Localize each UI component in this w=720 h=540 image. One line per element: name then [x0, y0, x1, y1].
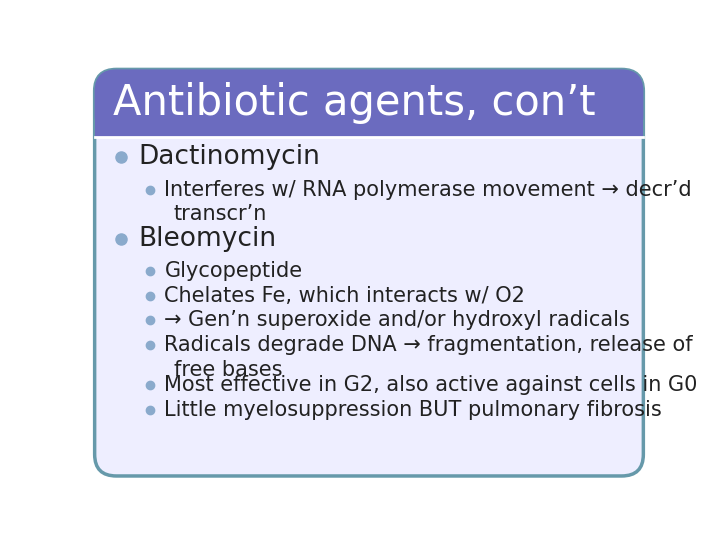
- Text: Most effective in G2, also active against cells in G0: Most effective in G2, also active agains…: [164, 375, 698, 395]
- Text: free bases: free bases: [174, 360, 282, 380]
- Text: Bleomycin: Bleomycin: [138, 226, 276, 252]
- Text: → Gen’n superoxide and/or hydroxyl radicals: → Gen’n superoxide and/or hydroxyl radic…: [164, 310, 630, 330]
- Text: Radicals degrade DNA → fragmentation, release of: Radicals degrade DNA → fragmentation, re…: [164, 335, 693, 355]
- Text: Glycopeptide: Glycopeptide: [164, 261, 302, 281]
- Text: Dactinomycin: Dactinomycin: [138, 144, 320, 170]
- Text: Interferes w/ RNA polymerase movement → decr’d: Interferes w/ RNA polymerase movement → …: [164, 179, 692, 200]
- Text: Chelates Fe, which interacts w/ O2: Chelates Fe, which interacts w/ O2: [164, 286, 526, 306]
- Text: Antibiotic agents, con’t: Antibiotic agents, con’t: [113, 82, 596, 124]
- Text: transcr’n: transcr’n: [174, 204, 267, 224]
- Text: Little myelosuppression BUT pulmonary fibrosis: Little myelosuppression BUT pulmonary fi…: [164, 400, 662, 420]
- FancyBboxPatch shape: [94, 70, 644, 137]
- Bar: [94, 116, 644, 137]
- FancyBboxPatch shape: [94, 70, 644, 476]
